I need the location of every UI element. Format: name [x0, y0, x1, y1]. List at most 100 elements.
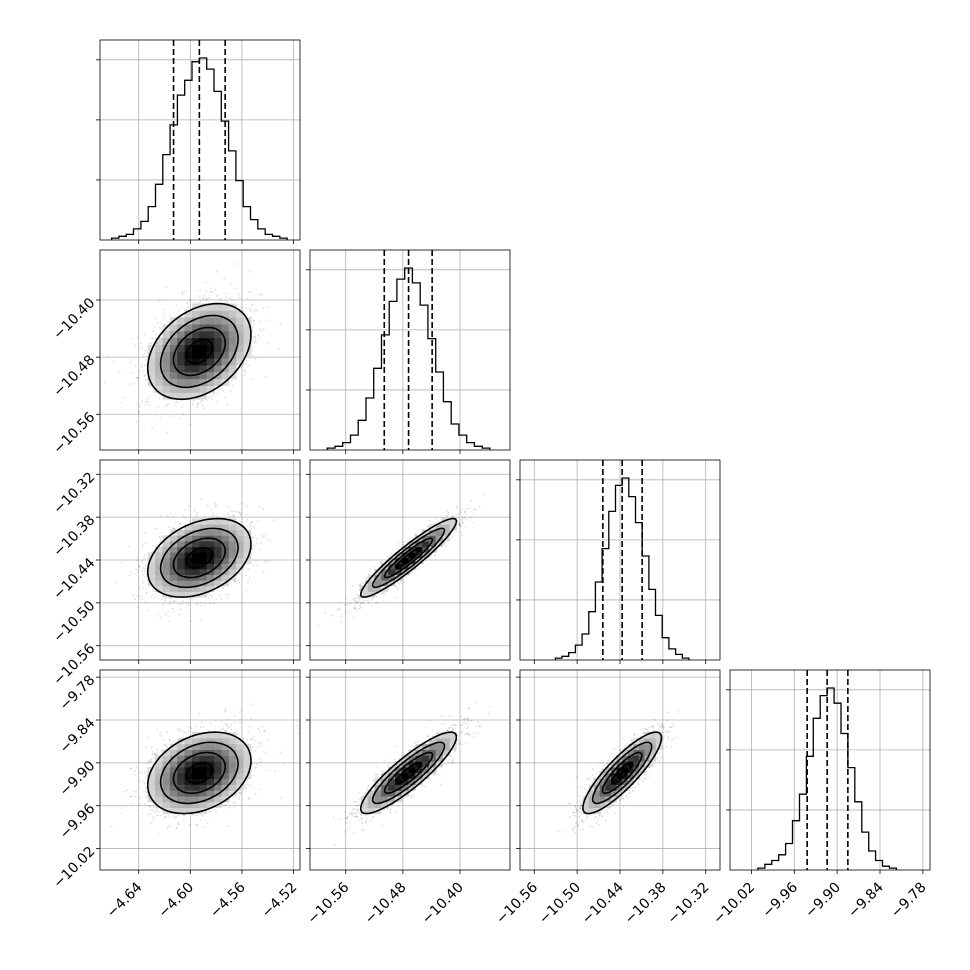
density-bin	[221, 563, 230, 570]
sample-point	[237, 293, 240, 296]
sample-point	[179, 522, 181, 524]
density-bin	[162, 546, 171, 553]
sample-point	[455, 513, 458, 516]
density-bin	[214, 303, 222, 311]
sample-point	[140, 365, 143, 368]
contour-line	[185, 547, 214, 569]
density-bin	[184, 378, 193, 386]
sample-point	[245, 589, 248, 591]
sample-point	[231, 379, 234, 382]
sample-point	[266, 537, 268, 540]
sample-point	[151, 337, 153, 340]
density-bin	[184, 385, 193, 393]
sample-point	[132, 338, 134, 341]
sample-point	[135, 568, 138, 571]
sample-point	[451, 516, 454, 518]
sample-point	[241, 307, 244, 310]
sample-point	[354, 599, 356, 602]
density-bin	[228, 569, 237, 576]
sample-point	[211, 291, 214, 294]
sample-point	[256, 309, 259, 312]
density-bin	[228, 546, 237, 553]
density-bin	[192, 580, 200, 587]
sample-point	[456, 517, 459, 519]
density-bin	[162, 344, 171, 352]
density-bin	[192, 330, 200, 339]
sample-point	[160, 514, 162, 517]
sample-point	[436, 520, 439, 523]
sample-point	[177, 309, 180, 312]
density-bin	[177, 365, 185, 373]
sample-point	[173, 527, 176, 530]
sample-point	[251, 521, 253, 523]
sample-point	[225, 597, 228, 600]
density-bin	[169, 574, 178, 581]
sample-point	[238, 297, 241, 299]
sample-point	[178, 613, 180, 616]
sample-point	[235, 287, 238, 290]
sample-point	[263, 328, 265, 330]
density-bin	[155, 563, 163, 570]
sample-point	[199, 601, 202, 604]
sample-point	[268, 539, 271, 542]
density-bin	[206, 371, 215, 380]
sample-point	[199, 400, 202, 403]
sample-point	[147, 401, 149, 403]
sample-point	[144, 359, 147, 361]
density-bin	[228, 351, 237, 359]
sample-point	[456, 507, 459, 509]
density-bin	[214, 552, 222, 559]
sample-point	[472, 521, 475, 524]
sample-point	[142, 581, 144, 584]
sample-point	[353, 616, 356, 619]
density-bin	[206, 585, 215, 592]
sample-point	[142, 567, 145, 569]
density-bin	[214, 330, 222, 339]
sample-point	[214, 502, 216, 505]
sample-point	[243, 373, 246, 376]
sample-point	[158, 535, 161, 538]
sample-point	[219, 299, 222, 301]
density-bin	[206, 518, 215, 525]
sample-point	[103, 381, 106, 384]
sample-point	[196, 511, 199, 514]
sample-point	[338, 608, 340, 611]
sample-point	[132, 594, 135, 597]
density-bin	[199, 580, 208, 587]
density-bin	[192, 392, 200, 400]
sample-point	[251, 547, 254, 550]
density-bin	[177, 574, 185, 581]
sample-point	[262, 507, 265, 510]
contour-line	[159, 527, 239, 589]
sample-point	[244, 363, 247, 365]
sample-point	[217, 388, 220, 391]
density-bin	[199, 591, 208, 598]
sample-point	[226, 403, 229, 406]
density-bin	[221, 557, 230, 564]
density-bin	[243, 324, 252, 332]
sample-point	[128, 574, 131, 577]
sample-point	[114, 581, 117, 584]
density-bin	[243, 541, 252, 547]
sample-point	[152, 593, 155, 596]
sample-point	[259, 321, 262, 324]
sample-point	[196, 405, 199, 408]
density-bin	[184, 392, 193, 400]
density-bin	[199, 344, 208, 352]
sample-point	[156, 612, 159, 615]
density-bin	[184, 324, 193, 332]
density-bin	[184, 585, 193, 592]
sample-point	[200, 618, 203, 621]
sample-point	[440, 519, 443, 521]
sample-point	[144, 601, 147, 604]
sample-point	[212, 514, 215, 517]
density-bin	[243, 535, 252, 542]
density-bin	[162, 371, 171, 380]
sample-point	[141, 570, 143, 573]
sample-point	[138, 565, 141, 568]
sample-point	[201, 400, 204, 402]
sample-point	[258, 337, 260, 340]
density-bin	[243, 351, 252, 359]
sample-point	[263, 561, 266, 563]
density-bin	[155, 337, 163, 345]
